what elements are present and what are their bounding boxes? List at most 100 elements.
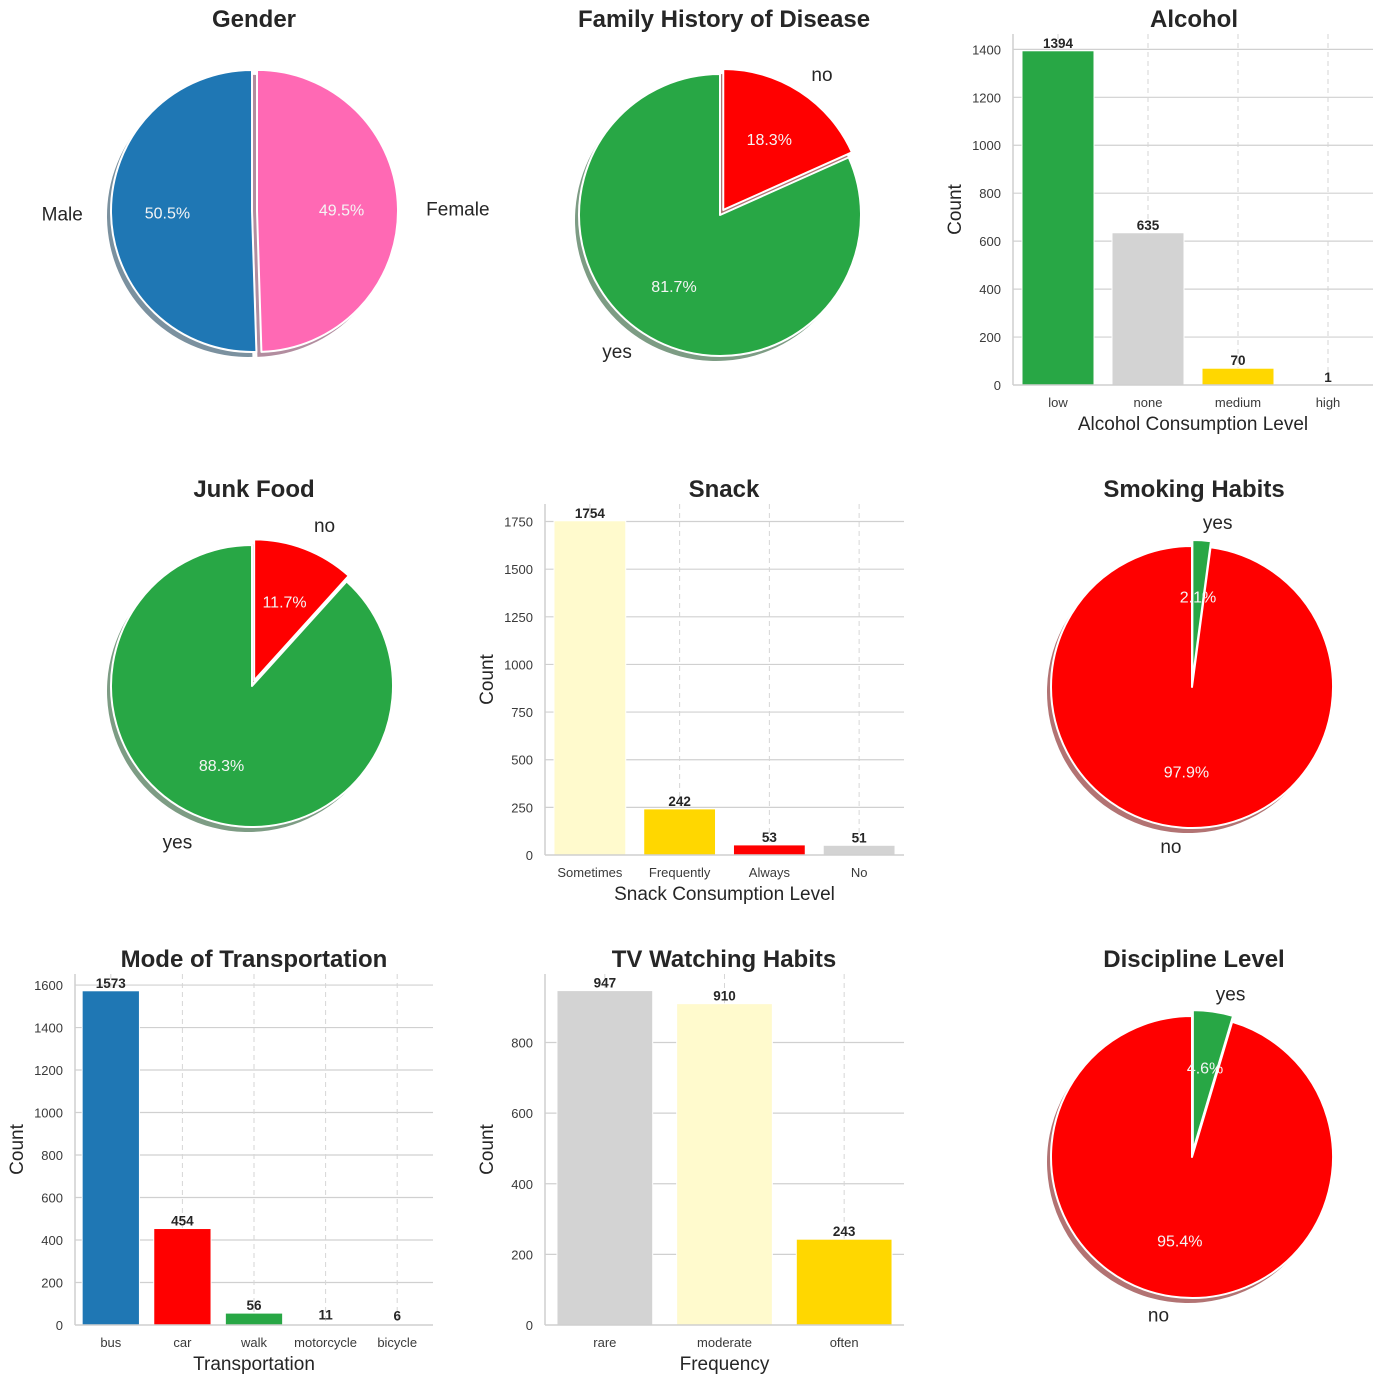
slice-label: no bbox=[314, 516, 335, 537]
y-tick-label: 1000 bbox=[34, 1106, 63, 1121]
bar-chart-snack: Snack 0 250 500 750 1000 1250 1500 1750 1754 Somet… bbox=[477, 476, 904, 905]
pie-slice-yes bbox=[1191, 1009, 1235, 1153]
y-axis-label: Count bbox=[477, 1123, 498, 1174]
x-axis-label: Transportation bbox=[193, 1354, 315, 1375]
slice-label: no bbox=[811, 65, 832, 86]
bar-value-label: 1394 bbox=[1043, 36, 1074, 51]
bar-value-label: 635 bbox=[1137, 218, 1160, 233]
x-axis-label: Frequency bbox=[680, 1354, 770, 1375]
x-tick-label: Frequently bbox=[649, 865, 711, 880]
x-tick-label: motorcycle bbox=[294, 1335, 357, 1350]
bar-walk bbox=[224, 1312, 284, 1326]
y-tick-label: 400 bbox=[511, 1177, 533, 1192]
pie-slice-no bbox=[1050, 545, 1334, 829]
bar-value-label: 56 bbox=[246, 1298, 262, 1313]
x-tick-label: rare bbox=[593, 1335, 616, 1350]
bar-value-label: 1754 bbox=[575, 506, 606, 521]
x-tick-label: Always bbox=[749, 865, 791, 880]
bar-value-label: 1573 bbox=[96, 976, 127, 991]
x-tick-label: low bbox=[1048, 395, 1068, 410]
y-tick-label: 0 bbox=[56, 1318, 63, 1333]
y-tick-label: 800 bbox=[979, 186, 1001, 201]
y-tick-label: 250 bbox=[511, 800, 533, 815]
y-tick-label: 0 bbox=[994, 378, 1001, 393]
bar-value-label: 51 bbox=[852, 830, 868, 845]
chart-title: Junk Food bbox=[193, 476, 314, 503]
x-tick-label: Sometimes bbox=[557, 865, 623, 880]
pie-slice-no bbox=[722, 67, 853, 211]
bar-car bbox=[153, 1228, 212, 1326]
y-tick-label: 1000 bbox=[504, 657, 533, 672]
slice-label: yes bbox=[163, 832, 193, 853]
bar-value-label: 70 bbox=[1230, 353, 1245, 368]
bar-none bbox=[1111, 232, 1185, 386]
x-tick-label: moderate bbox=[697, 1335, 752, 1350]
y-tick-label: 1200 bbox=[972, 90, 1001, 105]
slice-label: yes bbox=[1203, 513, 1233, 534]
chart-title: Smoking Habits bbox=[1103, 476, 1284, 503]
slice-label: yes bbox=[602, 342, 632, 363]
y-tick-label: 600 bbox=[511, 1106, 533, 1121]
bar-value-label: 454 bbox=[171, 1214, 194, 1229]
chart-title: TV Watching Habits bbox=[612, 946, 836, 973]
pie-slice-yes bbox=[1191, 539, 1212, 683]
bar-value-label: 6 bbox=[393, 1309, 401, 1324]
bar-value-label: 1 bbox=[1324, 370, 1332, 385]
y-tick-label: 800 bbox=[511, 1036, 533, 1051]
y-tick-label: 200 bbox=[511, 1247, 533, 1262]
y-tick-label: 800 bbox=[41, 1148, 63, 1163]
bar-value-label: 947 bbox=[594, 976, 617, 991]
x-tick-label: bus bbox=[100, 1335, 121, 1350]
bar-chart-transportation: Mode of Transportation 0 200 400 600 800 1000 1… bbox=[7, 946, 433, 1375]
slice-percent-label: 95.4% bbox=[1157, 1234, 1202, 1251]
pie-chart-smoking: Smoking Habits no 97.9% yes 2.1% bbox=[1046, 476, 1334, 858]
x-tick-label: often bbox=[830, 1335, 859, 1350]
slice-label: no bbox=[1148, 1306, 1169, 1327]
y-tick-label: 1750 bbox=[504, 515, 533, 530]
bar-always bbox=[732, 844, 806, 856]
pie-chart-discipline: Discipline Level no 95.4% yes 4.6% bbox=[1047, 946, 1334, 1327]
y-tick-label: 600 bbox=[41, 1191, 63, 1206]
slice-percent-label: 50.5% bbox=[145, 205, 190, 222]
y-tick-label: 400 bbox=[979, 282, 1001, 297]
x-tick-label: medium bbox=[1215, 395, 1261, 410]
y-tick-label: 0 bbox=[526, 1318, 533, 1333]
pie-slice-yes bbox=[578, 73, 862, 357]
y-tick-label: 200 bbox=[41, 1276, 63, 1291]
pie-chart-family-history: Family History of Disease yes 81.7% no 18.3% bbox=[575, 6, 870, 363]
slice-label: Female bbox=[426, 199, 489, 220]
bar-chart-tv-watching: TV Watching Habits 0 200 400 600 800 947 rare 91… bbox=[477, 946, 904, 1375]
y-tick-label: 500 bbox=[511, 753, 533, 768]
y-axis-label: Count bbox=[945, 183, 966, 234]
y-tick-label: 400 bbox=[41, 1233, 63, 1248]
bar-medium bbox=[1201, 367, 1275, 386]
pie-slice-no bbox=[253, 538, 350, 682]
slice-percent-label: 97.9% bbox=[1164, 764, 1209, 781]
pie-slice-no bbox=[1050, 1015, 1334, 1299]
bar-frequently bbox=[643, 808, 717, 856]
bar-sometimes bbox=[553, 520, 627, 856]
bar-value-label: 11 bbox=[318, 1308, 333, 1323]
slice-percent-label: 4.6% bbox=[1187, 1060, 1223, 1077]
y-axis-label: Count bbox=[7, 1123, 28, 1174]
pie-chart-gender: Gender Male 50.5% Female 49.5% bbox=[42, 6, 490, 358]
x-axis-label: Alcohol Consumption Level bbox=[1078, 414, 1308, 435]
x-tick-label: bicycle bbox=[377, 1335, 417, 1350]
y-tick-label: 1500 bbox=[504, 562, 533, 577]
x-axis-label: Snack Consumption Level bbox=[614, 884, 835, 905]
bar-value-label: 910 bbox=[713, 989, 736, 1004]
pie-chart-junk-food: Junk Food yes 88.3% no 11.7% bbox=[106, 476, 394, 853]
chart-title: Gender bbox=[212, 6, 296, 33]
bar-rare bbox=[556, 990, 654, 1326]
x-tick-label: car bbox=[173, 1335, 192, 1350]
chart-title: Mode of Transportation bbox=[121, 946, 388, 973]
y-tick-label: 1200 bbox=[34, 1063, 63, 1078]
y-tick-label: 1600 bbox=[34, 978, 63, 993]
bar-moderate bbox=[676, 1003, 773, 1326]
bar-no bbox=[822, 844, 896, 856]
chart-title: Family History of Disease bbox=[578, 6, 870, 33]
bar-value-label: 53 bbox=[762, 830, 778, 845]
slice-percent-label: 2.1% bbox=[1180, 590, 1216, 607]
bar-often bbox=[795, 1238, 893, 1326]
